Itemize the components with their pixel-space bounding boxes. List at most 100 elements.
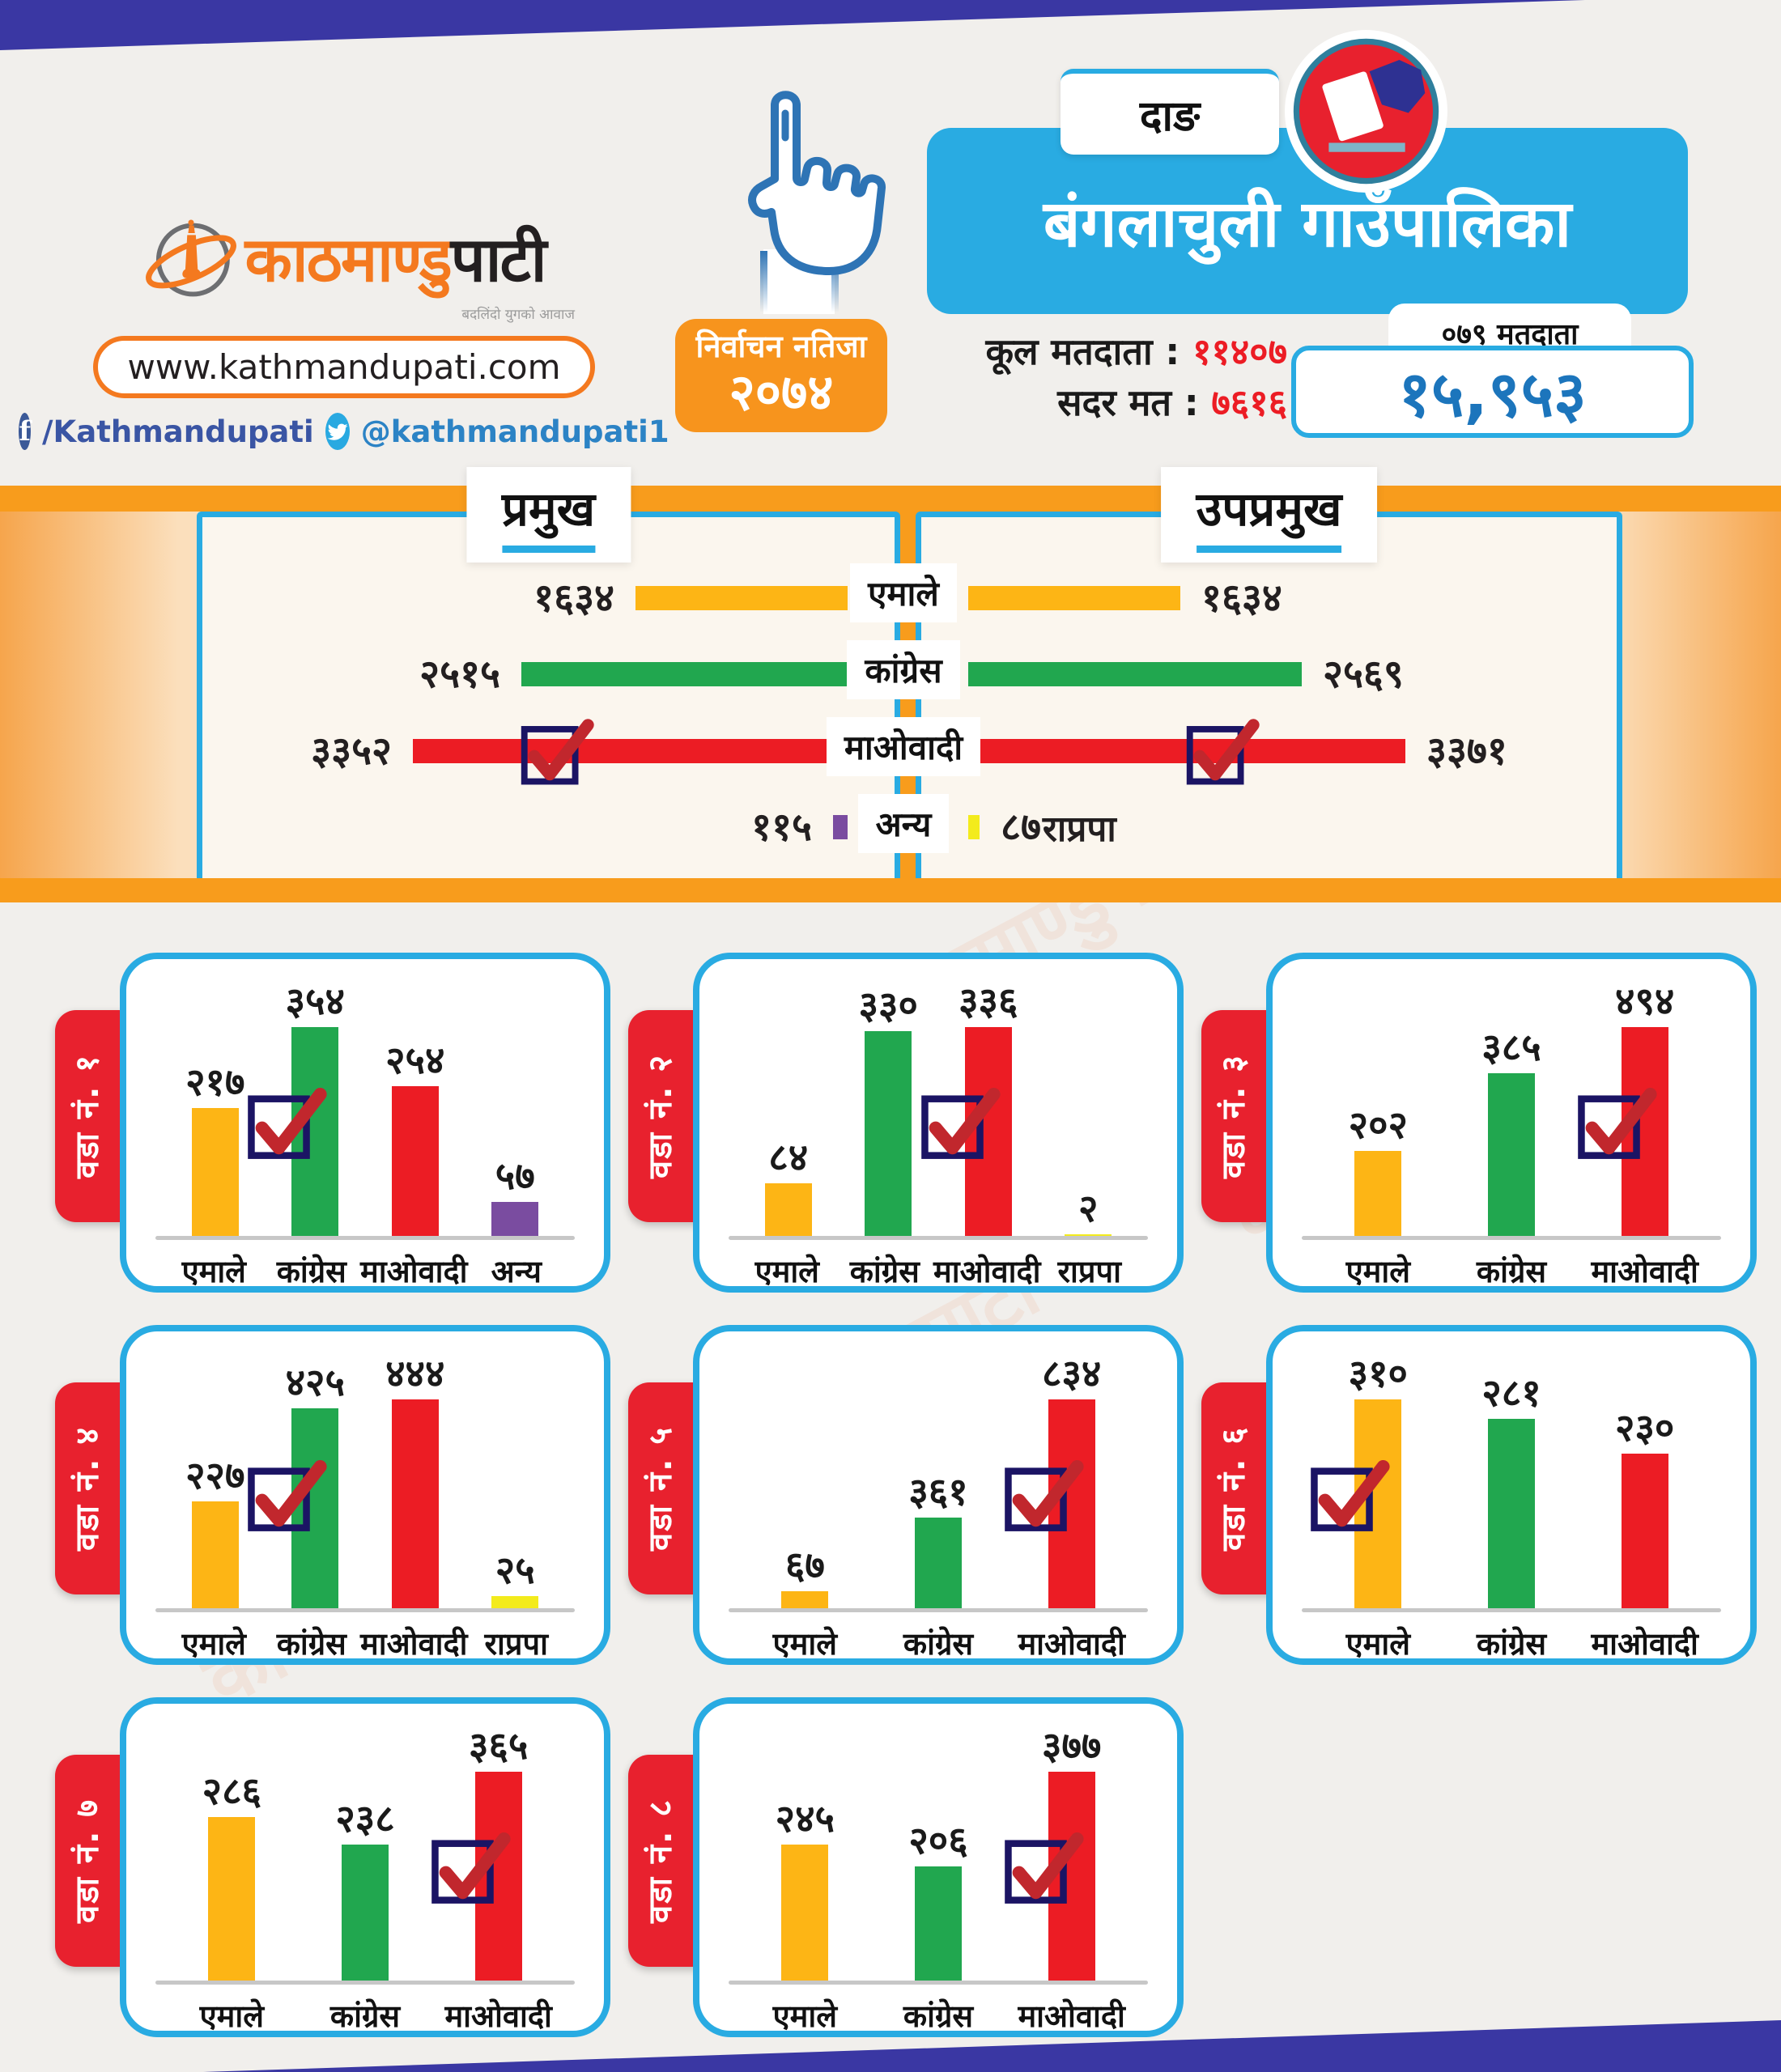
vote-count: २५६९: [1323, 652, 1404, 698]
twitter-icon[interactable]: [325, 413, 350, 450]
vote-count: २४५: [775, 1797, 835, 1841]
valid-votes-label: सदर मत :: [1057, 381, 1199, 424]
ward-chart: २०२ ३८५ ४९४ एमाले कांग्रेस माओवादी: [1266, 953, 1757, 1293]
party-label-uml: एमाले: [1345, 1626, 1411, 1662]
total-voters-value: ११४०७: [1192, 330, 1287, 373]
ward-chart: ६७ ३६१ ८३४ एमाले कांग्रेस माओवादी: [693, 1325, 1184, 1665]
bar-congress: [865, 1031, 912, 1236]
chart-pramukh-title: प्रमुख: [465, 467, 631, 563]
bar-congress: [1488, 1073, 1535, 1236]
vote-count: २५४: [385, 1038, 445, 1083]
valid-votes-value: ७६१६: [1211, 381, 1287, 424]
vote-count: ३१०: [1348, 1352, 1408, 1396]
vote-hand-block: निर्वाचन नतिजा २०७४: [648, 71, 915, 432]
website-link[interactable]: www.kathmandupati.com: [93, 336, 595, 398]
logo-word-orange: काठमाण्डु: [244, 223, 453, 296]
title-block: बंगलाचुली गाउँपालिका दाङ कूल मतदाता : ११…: [923, 28, 1700, 449]
bar-uml: [1354, 1151, 1402, 1236]
valid-votes-row: सदर मत : ७६१६: [923, 377, 1287, 428]
chart-upapramukh-title: उपप्रमुख: [1160, 467, 1378, 563]
ward-bar-chart: २१७ ३५४ २५४ ५७: [165, 979, 565, 1236]
ward-bar-chart: २८६ २३८ ३६५: [165, 1723, 565, 1981]
bar-rpp: [968, 814, 980, 839]
vote-count: १६३४: [1201, 575, 1282, 621]
vote-count: ४४४: [385, 1352, 445, 1396]
facebook-icon[interactable]: f: [19, 413, 32, 450]
winner-checkmark-icon: [521, 718, 594, 785]
logo-wordmark: काठमाण्डुपाटी: [244, 223, 547, 296]
party-label-congress: कांग्रेस: [329, 1998, 401, 2034]
winner-checkmark-icon: [1577, 1087, 1657, 1159]
bar-group-congress: २८१: [1445, 1351, 1579, 1608]
bar-other: [833, 814, 848, 839]
party-label-uml: एमाले: [199, 1998, 265, 2034]
bar-uml: [191, 1108, 239, 1236]
bar-group-maoist: ८३४: [1004, 1351, 1138, 1608]
winner-checkmark-icon: [1004, 1459, 1084, 1531]
party-label-maoist: माओवादी: [826, 716, 981, 776]
bar-rpp: [491, 1596, 539, 1608]
bar-group-congress: ३३०: [839, 979, 939, 1236]
party-label-rpp: राप्रपा: [1057, 1254, 1121, 1289]
result-row-maoist: ३३५२: [235, 715, 862, 787]
result-row-rpp: ८७ राप्रपा: [954, 792, 1584, 863]
bar-maoist: [968, 718, 1405, 785]
bar-group-uml: ८४: [738, 979, 839, 1236]
bar-group-maoist: ३७७: [1004, 1723, 1138, 1981]
ward-card-7: वडा नं. ७ २८६ २३८ ३६५ एमाले कांग्रेस माओवा…: [55, 1697, 610, 2037]
party-label-other: अन्य: [857, 793, 950, 853]
ward-card-5: वडा नं. ५ ६७ ३६१ ८३४ एमाले कांग्रेस माओवाद…: [628, 1325, 1184, 1665]
vote-count: ३३०: [858, 983, 918, 1028]
bar-maoist: [391, 1086, 439, 1236]
ward-chart: २८६ २३८ ३६५ एमाले कांग्रेस माओवादी: [120, 1697, 610, 2037]
party-label-congress: कांग्रेस: [903, 1626, 974, 1662]
bar-group-uml: ६७: [738, 1351, 872, 1608]
party-label-maoist: माओवादी: [360, 1626, 468, 1662]
winner-checkmark-icon: [1186, 718, 1260, 785]
party-label-maoist: माओवादी: [1591, 1626, 1698, 1662]
bar-group-congress: ४२५: [248, 1351, 366, 1608]
vote-count: ३६१: [908, 1470, 968, 1514]
bar-group-uml: २८६: [165, 1723, 299, 1981]
logo-word-black: पाटी: [450, 223, 547, 296]
ward-chart: २२७ ४२५ ४४४ २५ एमाले कांग्रेस माओवादी राप्र…: [120, 1325, 610, 1665]
bar-group-congress: २०६: [872, 1723, 1005, 1981]
vote-count: २०२: [1348, 1103, 1408, 1148]
voter-stats: कूल मतदाता : ११४०७ सदर मत : ७६१६: [923, 326, 1287, 428]
district-label: दाङ: [1061, 69, 1279, 155]
party-label-uml: एमाले: [754, 1254, 819, 1289]
bar-group-other: ५७: [465, 979, 566, 1236]
result-row-uml: १६३४: [954, 563, 1584, 634]
bar-group-maoist: ४४४: [365, 1351, 465, 1608]
badge-title: निर्वाचन नतिजा: [695, 329, 867, 364]
total-voters-row: कूल मतदाता : ११४०७: [923, 326, 1287, 377]
chart-baseline: [729, 1608, 1148, 1612]
ward-bar-chart: ६७ ३६१ ८३४: [738, 1351, 1138, 1608]
voters-2079-count: १५,९५३: [1291, 346, 1694, 438]
vote-count: २५: [495, 1548, 535, 1593]
party-label-congress: कांग्रेस: [1476, 1626, 1547, 1662]
vote-count: १६३४: [533, 575, 614, 621]
ward-card-3: वडा नं. ३ २०२ ३८५ ४९४ एमाले कांग्रेस माओवा…: [1201, 953, 1757, 1293]
ward-bar-chart: ८४ ३३० ३३६ २: [738, 979, 1138, 1236]
vote-count: ८७: [1001, 804, 1041, 850]
facebook-handle[interactable]: /Kathmandupati: [42, 414, 314, 449]
result-row-maoist: ३३७१: [954, 715, 1584, 787]
ward-bar-chart: २४५ २०६ ३७७: [738, 1723, 1138, 1981]
twitter-handle[interactable]: @kathmandupati1: [360, 414, 669, 449]
bar-group-uml: २०२: [1311, 979, 1445, 1236]
vote-count: २३८: [335, 1797, 395, 1841]
bar-group-maoist: ३३६: [920, 979, 1039, 1236]
vote-count: ६७: [784, 1543, 825, 1588]
party-label-uml: एमाले: [850, 563, 957, 622]
bar-uml: [781, 1845, 829, 1981]
ward-card-8: वडा नं. ८ २४५ २०६ ३७७ एमाले कांग्रेस माओवा…: [628, 1697, 1184, 2037]
chart-baseline: [729, 1981, 1148, 1985]
chart-baseline: [155, 1981, 575, 1985]
bar-group-maoist: ३६५: [431, 1723, 565, 1981]
bar-uml: [781, 1591, 829, 1608]
party-center-labels: एमाले कांग्रेस माओवादी अन्य: [822, 557, 984, 859]
bar-uml: [191, 1501, 239, 1608]
party-label-congress: कांग्रेस: [276, 1254, 346, 1289]
